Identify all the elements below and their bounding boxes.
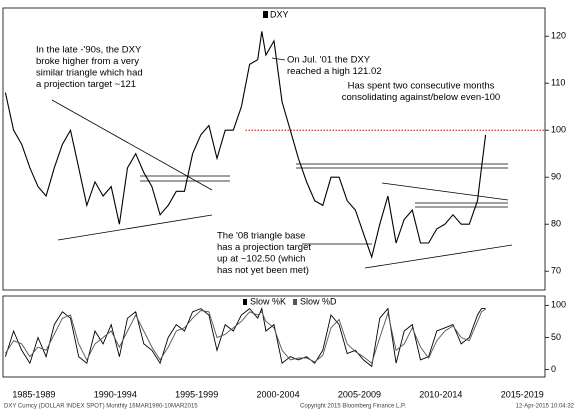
y-tick-label: 100 (551, 300, 566, 310)
legend-label: DXY (270, 9, 289, 19)
annotation: consolidating against/below even-100 (342, 92, 500, 103)
y-tick-label: 120 (551, 31, 566, 41)
legend-label: Slow %D (300, 296, 337, 306)
legend-swatch (293, 299, 297, 305)
y-tick-label: 110 (551, 78, 565, 88)
x-tick-label: 1995-1999 (175, 389, 218, 399)
annotation: has not yet been met) (217, 265, 309, 276)
series-line (4, 31, 487, 260)
y-tick-label: 80 (551, 219, 561, 229)
x-tick-label: 2000-2004 (257, 389, 300, 399)
annotation: up at ~102.50 (which (217, 254, 305, 265)
annotation: broke higher from a very (36, 56, 139, 67)
annotation: has a projection target (217, 242, 311, 253)
series-line (5, 308, 486, 364)
y-tick-label: 0 (551, 364, 556, 374)
footer-left: DXY Curncy (DOLLAR INDEX SPOT) Monthly 1… (4, 404, 198, 410)
x-tick-label: 2010-2014 (419, 389, 462, 399)
x-tick-label: 2015-2019 (501, 389, 544, 399)
annotation: The '08 triangle base (217, 231, 305, 242)
annotation: On Jul. '01 the DXY (287, 55, 371, 66)
x-tick-label: 2005-2009 (338, 389, 381, 399)
main-frame (2, 7, 546, 291)
legend-swatch (243, 299, 247, 305)
legend-label: Slow %K (250, 296, 286, 306)
osc-frame (2, 295, 546, 378)
annotation: In the late -'90s, the DXY (36, 45, 142, 56)
y-tick-label: 50 (551, 332, 561, 342)
legend-swatch (263, 11, 268, 18)
x-tick-label: 1990-1994 (94, 389, 137, 399)
trend-lines (51, 57, 513, 269)
annotation: reached a high 121.02 (287, 66, 382, 77)
annotation: Has spent two consecutive months (348, 81, 495, 92)
footer-right: 12-Apr-2015 10:04:32 (516, 404, 575, 410)
y-tick-label: 100 (551, 125, 566, 135)
y-tick-label: 70 (551, 266, 561, 276)
footer-center: Copyright 2015 Bloomberg Finance L.P. (300, 404, 406, 410)
annotation: a projection target ~121 (36, 79, 136, 90)
annotation: similar triangle which had (36, 68, 143, 79)
x-tick-label: 1985-1989 (12, 389, 55, 399)
y-tick-label: 90 (551, 172, 561, 182)
